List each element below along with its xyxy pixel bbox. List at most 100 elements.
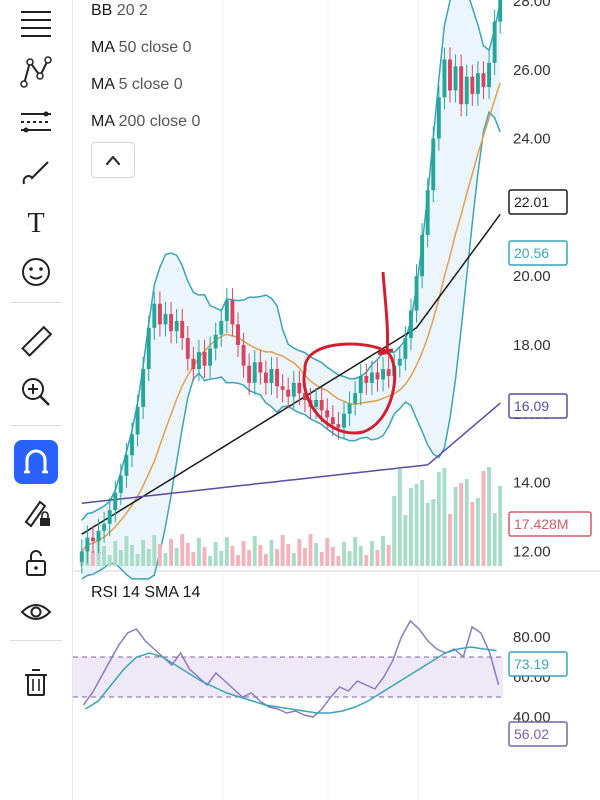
tool-magnet[interactable]: [14, 440, 58, 484]
volume-bar: [375, 550, 380, 566]
volume-bar: [330, 547, 335, 566]
volume-bar: [208, 556, 213, 566]
price-tick-label: 18.00: [513, 337, 551, 354]
candle-body: [107, 510, 112, 524]
tool-emoji[interactable]: [11, 250, 61, 294]
candle-body: [247, 365, 252, 383]
volume-bar: [224, 537, 229, 566]
collapse-legend-button[interactable]: [91, 142, 135, 178]
tool-unlock[interactable]: [11, 540, 61, 584]
rsi-badge-label: 73.19: [514, 656, 549, 672]
volume-bar: [464, 479, 469, 566]
chart-canvas[interactable]: 28.0026.0024.0022.0020.0018.0016.0014.00…: [73, 0, 600, 800]
tool-trash[interactable]: [11, 660, 61, 704]
tool-lock-drawing[interactable]: [11, 490, 61, 534]
candle-body: [208, 348, 213, 366]
price-tick-label: 26.00: [513, 62, 551, 79]
volume-bar: [135, 554, 140, 566]
volume-bar: [364, 555, 369, 566]
legend-ma5-name: MA: [91, 76, 115, 93]
volume-bar: [386, 545, 391, 566]
legend-bb-params: 20 2: [116, 2, 148, 19]
volume-bar: [498, 486, 503, 566]
volume-bar: [291, 553, 296, 566]
volume-bar: [185, 543, 190, 566]
volume-bar: [453, 487, 458, 566]
tool-eye[interactable]: [11, 590, 61, 634]
candle-body: [475, 73, 480, 94]
candle-body: [459, 66, 464, 105]
chart-area[interactable]: 28.0026.0024.0022.0020.0018.0016.0014.00…: [73, 0, 600, 800]
text-icon: T: [27, 208, 44, 239]
candle-body: [325, 410, 330, 418]
candle-body: [442, 59, 447, 98]
volume-bar: [141, 540, 146, 566]
lock-drawing-icon: [24, 500, 50, 528]
candle-body: [470, 76, 475, 94]
tool-brush[interactable]: [11, 150, 61, 194]
volume-bar: [258, 545, 263, 566]
tool-fib-retracement[interactable]: [11, 100, 61, 144]
tool-pattern[interactable]: [11, 50, 61, 94]
volume-bar: [230, 546, 235, 566]
volume-bar: [180, 534, 185, 566]
volume-bar: [286, 544, 291, 566]
volume-bar: [325, 538, 330, 566]
rsi-sma-line: [85, 646, 497, 714]
legend-ma200-name: MA: [91, 113, 115, 130]
volume-bar: [414, 484, 419, 566]
legend-ma50[interactable]: MA 50 close 0: [91, 39, 192, 57]
candle-body: [358, 375, 363, 394]
candle-body: [369, 372, 374, 383]
candle-body: [464, 76, 469, 105]
legend-ma5-params: 5 close 0: [118, 76, 183, 93]
candle-body: [146, 327, 151, 370]
volume-bar: [247, 550, 252, 566]
tool-zoom-in[interactable]: [11, 370, 61, 414]
candle-body: [347, 403, 352, 414]
candle-body: [481, 73, 486, 87]
volume-bar: [314, 543, 319, 566]
volume-bar: [448, 514, 452, 566]
eye-icon: [20, 604, 52, 620]
ruler-icon: [21, 325, 53, 357]
volume-bar: [408, 488, 413, 566]
candle-body: [118, 475, 123, 493]
volume-bar: [90, 551, 95, 566]
legend-bb[interactable]: BB 20 2: [91, 2, 148, 20]
candle-body: [130, 434, 134, 456]
candle-body: [291, 382, 296, 397]
legend-ma200[interactable]: MA 200 close 0: [91, 113, 200, 131]
volume-bar: [130, 545, 134, 566]
ma200-line: [81, 402, 501, 504]
volume-bar: [336, 556, 341, 566]
volume-bar: [275, 549, 280, 566]
legend-ma50-params: 50 close 0: [118, 39, 192, 56]
price-tick-label: 20.00: [513, 268, 551, 285]
volume-bar: [241, 541, 246, 566]
rsi-legend[interactable]: RSI 14 SMA 14: [91, 584, 201, 601]
candle-body: [102, 523, 107, 531]
price-badge: [508, 393, 568, 419]
price-badge-label: 20.56: [514, 245, 549, 261]
candle-body: [269, 369, 274, 383]
candle-body: [397, 358, 402, 366]
volume-bar: [381, 536, 386, 566]
candle-body: [314, 400, 319, 407]
candle-body: [487, 62, 492, 87]
tool-ruler[interactable]: [11, 320, 61, 364]
candle-body: [330, 417, 335, 425]
candle-body: [157, 303, 162, 325]
tool-horizontal-lines[interactable]: [11, 0, 61, 44]
candle-body: [498, 0, 503, 22]
volume-bar: [269, 540, 274, 566]
volume-bar: [347, 551, 352, 566]
candle-body: [113, 492, 118, 511]
price-badge: [508, 511, 592, 537]
legend-ma5[interactable]: MA 5 close 0: [91, 76, 183, 94]
tool-text[interactable]: T: [11, 200, 61, 244]
volume-bar: [369, 541, 374, 566]
volume-bar: [157, 544, 162, 566]
candle-body: [403, 338, 408, 359]
volume-bar: [358, 546, 363, 566]
